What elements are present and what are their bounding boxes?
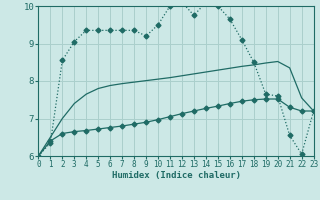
X-axis label: Humidex (Indice chaleur): Humidex (Indice chaleur) (111, 171, 241, 180)
